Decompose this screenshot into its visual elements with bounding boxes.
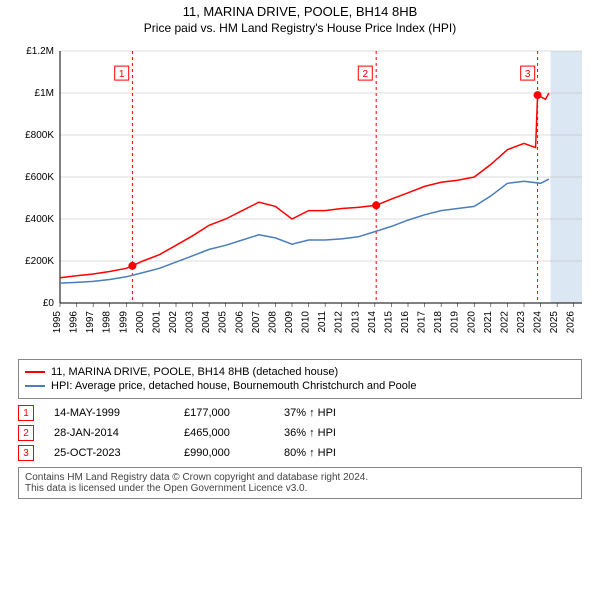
- legend-swatch: [25, 385, 45, 387]
- sale-price: £177,000: [184, 407, 264, 419]
- svg-text:2021: 2021: [483, 311, 494, 334]
- svg-text:1998: 1998: [102, 311, 113, 334]
- svg-text:2: 2: [363, 69, 369, 80]
- svg-text:2002: 2002: [168, 311, 179, 334]
- svg-text:2008: 2008: [267, 311, 278, 334]
- svg-text:£0: £0: [43, 298, 55, 309]
- sales-row: 3 25-OCT-2023 £990,000 80% ↑ HPI: [18, 445, 582, 461]
- sale-hpi-delta: 37% ↑ HPI: [284, 407, 582, 419]
- sale-marker-badge: 3: [18, 445, 34, 461]
- svg-text:2010: 2010: [301, 311, 312, 334]
- legend-item: HPI: Average price, detached house, Bour…: [25, 380, 575, 392]
- sales-row: 2 28-JAN-2014 £465,000 36% ↑ HPI: [18, 425, 582, 441]
- svg-text:2013: 2013: [350, 311, 361, 334]
- svg-text:2026: 2026: [566, 311, 577, 334]
- legend: 11, MARINA DRIVE, POOLE, BH14 8HB (detac…: [18, 359, 582, 399]
- svg-text:1: 1: [119, 69, 125, 80]
- svg-text:2025: 2025: [549, 311, 560, 334]
- sales-row: 1 14-MAY-1999 £177,000 37% ↑ HPI: [18, 405, 582, 421]
- sale-hpi-delta: 36% ↑ HPI: [284, 427, 582, 439]
- svg-text:2022: 2022: [499, 311, 510, 334]
- svg-text:2016: 2016: [400, 311, 411, 334]
- legend-item: 11, MARINA DRIVE, POOLE, BH14 8HB (detac…: [25, 366, 575, 378]
- svg-text:2009: 2009: [284, 311, 295, 334]
- license-footer: Contains HM Land Registry data © Crown c…: [18, 467, 582, 499]
- svg-text:1995: 1995: [52, 311, 63, 334]
- svg-text:2003: 2003: [185, 311, 196, 334]
- sales-table: 1 14-MAY-1999 £177,000 37% ↑ HPI 2 28-JAN-201…: [18, 405, 582, 461]
- svg-text:2019: 2019: [450, 311, 461, 334]
- svg-text:1997: 1997: [85, 311, 96, 334]
- svg-text:2020: 2020: [466, 311, 477, 334]
- svg-text:2018: 2018: [433, 311, 444, 334]
- footer-line-1: Contains HM Land Registry data © Crown c…: [25, 472, 575, 483]
- svg-text:2005: 2005: [218, 311, 229, 334]
- svg-text:£200K: £200K: [25, 256, 54, 267]
- sale-date: 14-MAY-1999: [54, 407, 164, 419]
- svg-text:2015: 2015: [383, 311, 394, 334]
- svg-text:£1M: £1M: [35, 88, 54, 99]
- chart-container: { "header": { "title": "11, MARINA DRIVE…: [0, 0, 600, 499]
- sale-hpi-delta: 80% ↑ HPI: [284, 447, 582, 459]
- legend-label: HPI: Average price, detached house, Bour…: [51, 380, 416, 392]
- svg-text:2012: 2012: [334, 311, 345, 334]
- svg-text:2004: 2004: [201, 311, 212, 334]
- sale-date: 28-JAN-2014: [54, 427, 164, 439]
- sale-date: 25-OCT-2023: [54, 447, 164, 459]
- svg-text:£400K: £400K: [25, 214, 54, 225]
- sale-price: £465,000: [184, 427, 264, 439]
- svg-text:2006: 2006: [234, 311, 245, 334]
- svg-text:1999: 1999: [118, 311, 129, 334]
- chart-subtitle: Price paid vs. HM Land Registry's House …: [8, 21, 592, 35]
- svg-text:2014: 2014: [367, 311, 378, 334]
- svg-text:3: 3: [525, 69, 531, 80]
- svg-text:2007: 2007: [251, 311, 262, 334]
- svg-text:£1.2M: £1.2M: [26, 46, 54, 57]
- chart-title: 11, MARINA DRIVE, POOLE, BH14 8HB: [8, 4, 592, 19]
- svg-text:1996: 1996: [69, 311, 80, 334]
- svg-text:2001: 2001: [151, 311, 162, 334]
- legend-label: 11, MARINA DRIVE, POOLE, BH14 8HB (detac…: [51, 366, 338, 378]
- footer-line-2: This data is licensed under the Open Gov…: [25, 483, 575, 494]
- sale-marker-badge: 1: [18, 405, 34, 421]
- svg-text:2011: 2011: [317, 311, 328, 333]
- sale-price: £990,000: [184, 447, 264, 459]
- svg-text:2023: 2023: [516, 311, 527, 334]
- legend-swatch: [25, 371, 45, 373]
- svg-text:2017: 2017: [417, 311, 428, 334]
- sale-marker-badge: 2: [18, 425, 34, 441]
- svg-text:2024: 2024: [533, 311, 544, 334]
- svg-text:£800K: £800K: [25, 130, 54, 141]
- svg-text:£600K: £600K: [25, 172, 54, 183]
- svg-text:2000: 2000: [135, 311, 146, 334]
- price-chart: £0 £200K £400K £600K £800K £1M £1.2M 1995 1996 19…: [12, 43, 588, 353]
